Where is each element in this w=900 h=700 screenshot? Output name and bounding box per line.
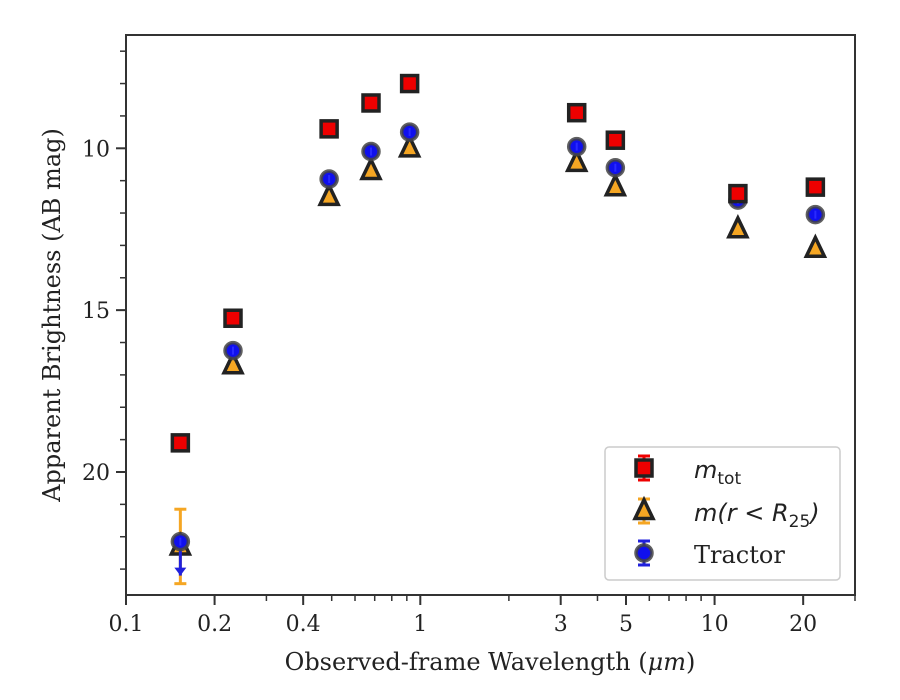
data-point-triangle xyxy=(221,349,245,375)
data-point-square xyxy=(605,130,626,150)
data-point-triangle xyxy=(564,147,589,173)
data-marks xyxy=(168,73,828,586)
y-tick-label: 10 xyxy=(82,137,110,162)
data-point-square xyxy=(170,433,191,453)
data-point-triangle xyxy=(397,133,422,158)
y-tick-label: 20 xyxy=(82,461,110,486)
data-point-square xyxy=(319,119,339,139)
plot-area xyxy=(125,34,856,596)
data-point-square xyxy=(805,177,826,197)
x-axis-label: Observed-frame Wavelength (μm) xyxy=(285,648,696,676)
data-point-triangle xyxy=(317,181,341,207)
legend: mtot m(r < R25) Tractor xyxy=(604,446,841,581)
legend-label-mr25: m(r < R25) xyxy=(694,499,820,532)
x-tick-label: 5 xyxy=(619,612,633,637)
data-point-square xyxy=(728,183,748,204)
data-point-triangle xyxy=(359,155,383,181)
x-tick-label: 10 xyxy=(701,612,729,637)
x-axis-ticks: 0.1 0.2 0.4 1 3 5 10 20 xyxy=(109,595,856,637)
x-tick-label: 3 xyxy=(554,612,568,637)
legend-marker-circle xyxy=(634,543,654,563)
x-tick-label: 0.1 xyxy=(109,612,144,637)
data-point-square xyxy=(399,73,420,94)
legend-label-tractor: Tractor xyxy=(694,541,785,569)
data-point-square xyxy=(566,102,587,123)
y-axis-label: Apparent Brightness (AB mag) xyxy=(38,128,66,503)
x-tick-label: 1 xyxy=(413,612,427,637)
legend-box xyxy=(604,446,841,581)
data-point-square xyxy=(223,308,243,328)
y-tick-label: 15 xyxy=(82,299,110,324)
data-point-triangle xyxy=(803,233,828,258)
legend-marker-triangle xyxy=(632,495,656,521)
x-tick-label: 0.4 xyxy=(286,612,321,637)
x-tick-label: 0.2 xyxy=(197,612,232,637)
plot-frame xyxy=(125,34,856,596)
y-axis-ticks: 10 15 20 xyxy=(82,50,126,570)
x-tick-label: 20 xyxy=(789,612,817,637)
data-point-triangle xyxy=(726,214,750,239)
legend-label-mtot: mtot xyxy=(694,456,741,489)
upper-limit-arrowhead xyxy=(174,567,187,576)
data-point-square xyxy=(361,93,381,113)
legend-marker-square xyxy=(634,458,654,478)
data-point-triangle xyxy=(603,171,628,197)
